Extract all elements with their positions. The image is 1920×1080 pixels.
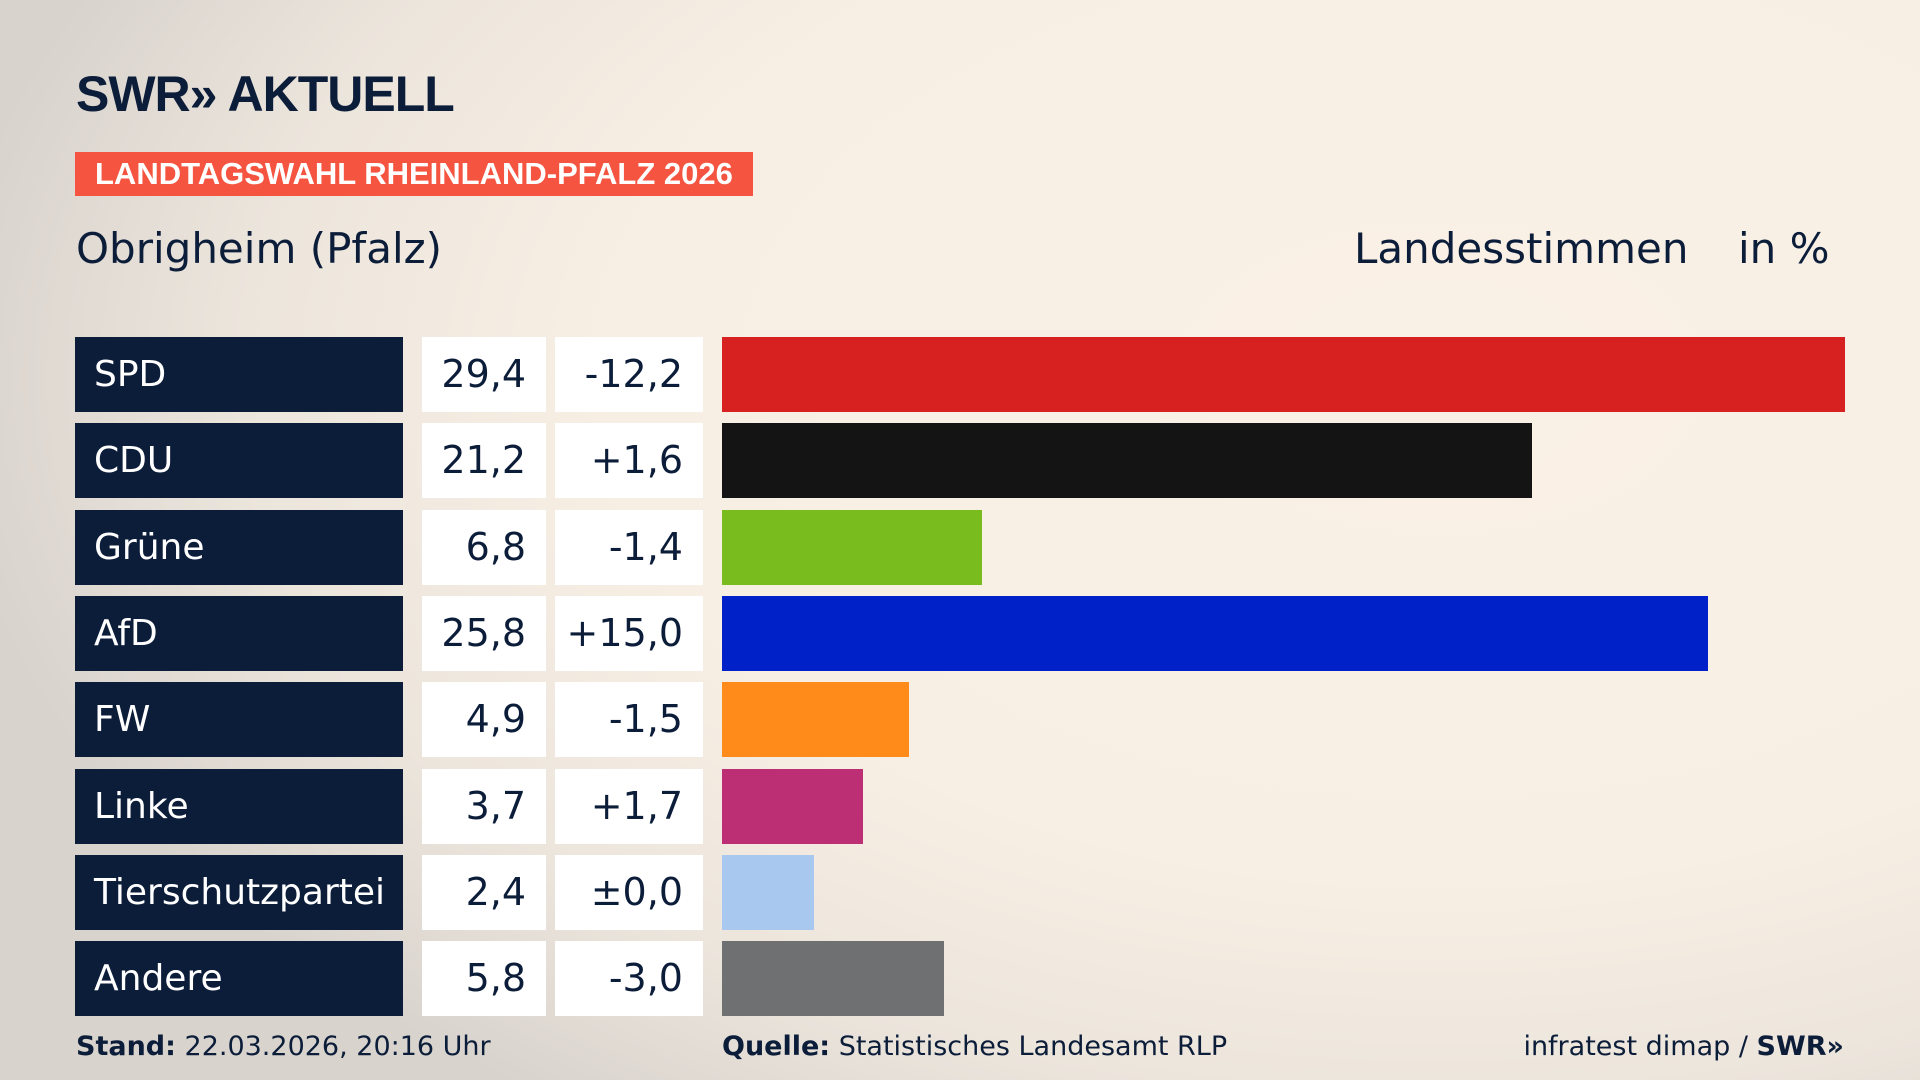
party-label: CDU [75,423,403,499]
bar [722,509,982,585]
bar [722,854,814,930]
change-label: +1,6 [555,423,703,499]
party-label: Andere [75,941,403,1017]
change-label: -12,2 [555,337,703,412]
value-label: 21,2 [422,423,546,499]
swr-logo: SWR» [1756,1031,1844,1062]
bar [722,941,944,1017]
bar [722,595,1708,671]
election-banner: LANDTAGSWAHL RHEINLAND-PFALZ 2026 [75,152,753,196]
value-label: 25,8 [422,595,546,671]
value-label: 4,9 [422,682,546,758]
party-label: Linke [75,768,403,844]
party-label: Tierschutzpartei [75,854,403,930]
page-title: Obrigheim (Pfalz) [76,224,443,273]
swr-aktuell-logo: SWR» AKTUELL [76,66,455,122]
value-label: 5,8 [422,941,546,1017]
column-label: Landesstimmen [1354,224,1689,273]
change-label: +1,7 [555,768,703,844]
unit-label: in % [1738,224,1830,273]
value-label: 29,4 [422,337,546,412]
change-label: -1,4 [555,509,703,585]
source: Quelle: Statistisches Landesamt RLP [722,1030,1227,1064]
bar [722,337,1845,412]
bar [722,682,910,758]
party-label: AfD [75,595,403,671]
stand-label: Stand: [76,1031,176,1062]
value-label: 2,4 [422,854,546,930]
bar [722,423,1532,499]
credit-text: infratest dimap / [1523,1031,1757,1062]
bar [722,768,864,844]
timestamp: Stand: 22.03.2026, 20:16 Uhr [76,1030,491,1064]
change-label: -3,0 [555,941,703,1017]
stand-value: 22.03.2026, 20:16 Uhr [184,1031,491,1062]
credit: infratest dimap / SWR» [1523,1030,1844,1064]
source-value: Statistisches Landesamt RLP [838,1031,1228,1062]
party-label: Grüne [75,509,403,585]
change-label: +15,0 [555,595,703,671]
value-label: 6,8 [422,509,546,585]
value-label: 3,7 [422,768,546,844]
change-label: -1,5 [555,682,703,758]
party-label: FW [75,682,403,758]
party-label: SPD [75,337,403,412]
change-label: ±0,0 [555,854,703,930]
source-label: Quelle: [722,1031,831,1062]
